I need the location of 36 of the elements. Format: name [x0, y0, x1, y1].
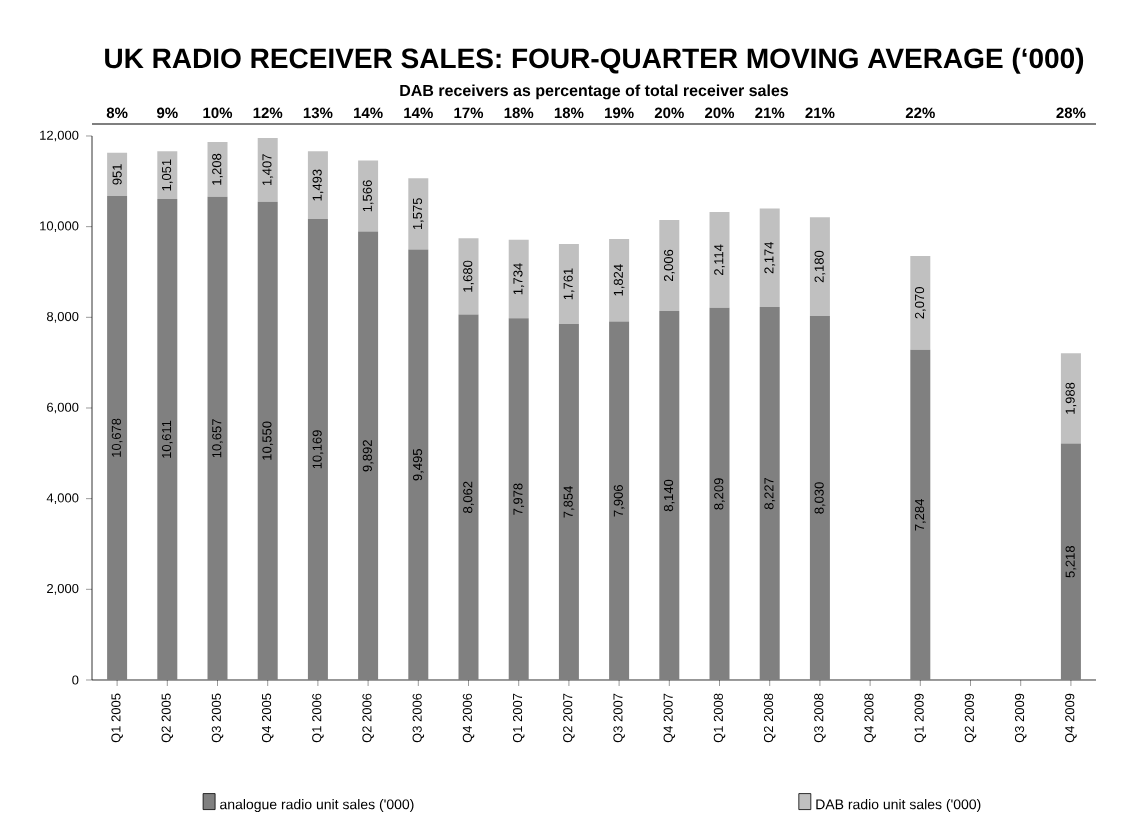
bar — [358, 160, 379, 232]
bar — [910, 349, 931, 680]
bar — [107, 195, 128, 680]
bar — [1060, 443, 1081, 680]
bar — [1060, 353, 1081, 444]
bar — [709, 211, 730, 308]
bar — [458, 314, 479, 680]
chart-title: UK RADIO RECEIVER SALES: FOUR-QUARTER MOVING AVERAGE (‘000) — [105, 47, 1084, 74]
bar — [609, 321, 630, 680]
bar — [307, 218, 328, 680]
bar — [910, 255, 931, 350]
bar — [508, 318, 529, 680]
bar — [408, 178, 429, 250]
bar — [157, 198, 178, 680]
chart-subtitle: DAB receivers as percentage of total receiver sales — [400, 84, 789, 100]
bar — [358, 231, 379, 680]
bar — [759, 208, 780, 307]
bar — [759, 306, 780, 680]
bar — [558, 323, 579, 680]
bar — [207, 142, 228, 197]
bar — [809, 315, 830, 680]
bar — [107, 152, 128, 196]
bar — [659, 310, 680, 680]
bar — [609, 238, 630, 322]
bar — [659, 219, 680, 311]
bar — [508, 239, 529, 319]
bar — [207, 196, 228, 680]
bar — [257, 201, 278, 680]
bar — [157, 151, 178, 199]
bar — [709, 307, 730, 680]
bar — [458, 238, 479, 315]
bar — [257, 137, 278, 202]
bar — [307, 151, 328, 219]
bar — [558, 244, 579, 324]
bar — [408, 249, 429, 680]
bar — [809, 217, 830, 316]
